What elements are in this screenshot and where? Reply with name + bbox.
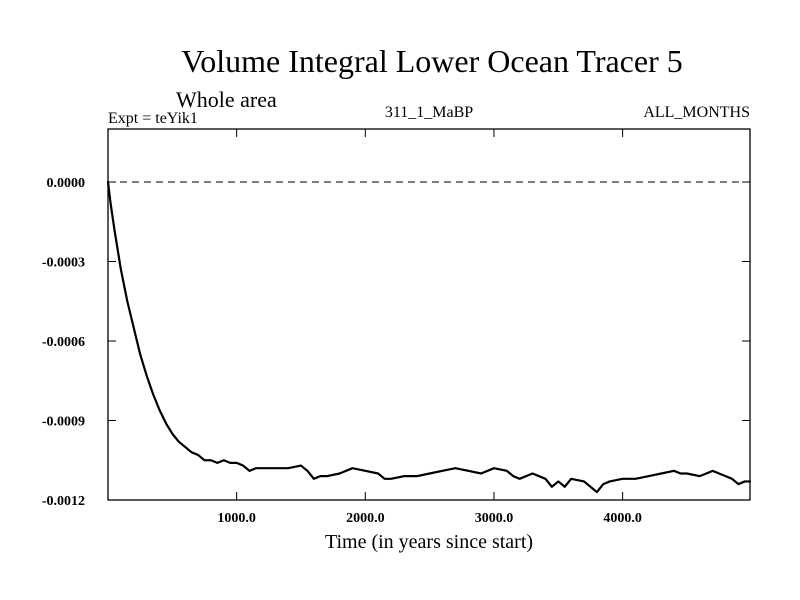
y-tick-label: -0.0012 [42,494,85,509]
y-tick-label: 0.0000 [47,176,86,191]
y-tick-label: -0.0003 [42,256,85,271]
plot-frame [107,128,751,501]
x-tick-label: 2000.0 [346,511,385,526]
chart-subtitle: Whole area [176,87,277,112]
experiment-label: Expt = teYik1 [108,110,198,127]
y-tick-label: -0.0006 [42,335,85,350]
x-tick-label: 1000.0 [217,511,256,526]
x-tick-label: 3000.0 [475,511,514,526]
series-line-0 [106,180,752,494]
x-axis-label: Time (in years since start) [325,531,533,553]
series-layer [106,180,752,494]
chart-title: Volume Integral Lower Ocean Tracer 5 [181,43,682,79]
y-tick-label: -0.0009 [42,415,85,430]
right-label: ALL_MONTHS [643,104,750,121]
tick-layer: 1000.0 2000.0 3000.0 4000.0 0.0000 -0.0003 -0.… [42,129,750,526]
x-tick-label: 4000.0 [603,511,642,526]
center-label: 311_1_MaBP [385,104,473,121]
